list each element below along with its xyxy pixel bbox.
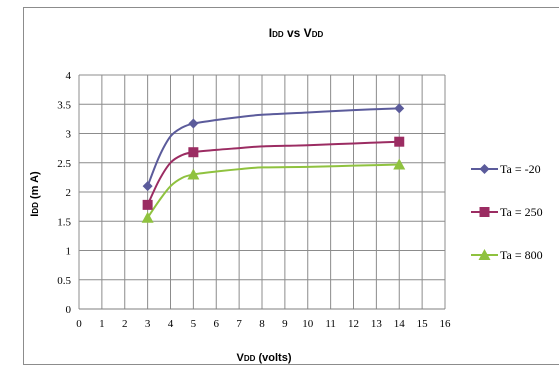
x-tick-label: 15 xyxy=(417,318,429,330)
x-tick-label: 7 xyxy=(236,318,242,330)
data-point-diamond xyxy=(142,181,153,192)
y-tick-label: 1.5 xyxy=(57,216,71,228)
chart-frame xyxy=(23,7,559,365)
data-point-square xyxy=(188,147,199,158)
x-tick-label: 16 xyxy=(440,318,452,330)
y-tick-label: 4 xyxy=(66,70,72,82)
x-tick-label: 12 xyxy=(348,318,359,330)
legend-label: Ta = -20 xyxy=(500,162,541,176)
x-tick-label: 1 xyxy=(99,318,105,330)
series-line-1 xyxy=(146,107,400,187)
series-lines xyxy=(146,107,400,219)
y-tick-label: 3 xyxy=(66,129,72,141)
legend-marker-diamond xyxy=(479,164,490,174)
x-axis-ticks: 0 1 2 3 4 5 6 7 8 9 10 11 12 13 14 15 16 xyxy=(76,318,451,330)
series-markers xyxy=(141,103,406,223)
x-tick-label: 10 xyxy=(302,318,314,330)
data-point-triangle xyxy=(187,168,200,180)
y-tick-label: 2 xyxy=(66,187,72,199)
x-tick-label: 13 xyxy=(371,318,383,330)
x-axis-title: VDD (volts) xyxy=(237,352,292,364)
legend-label: Ta = 800 xyxy=(500,248,543,262)
legend-marker-triangle xyxy=(478,249,491,260)
legend: Ta = -20 Ta = 250 Ta = 800 xyxy=(471,162,543,262)
series-line-3 xyxy=(146,163,400,219)
series-line-2 xyxy=(146,140,400,206)
data-point-square xyxy=(142,199,153,210)
y-axis-ticks: 0 0.5 1 1.5 2 2.5 3 3.5 4 xyxy=(57,70,71,316)
y-tick-label: 0 xyxy=(66,304,72,316)
x-tick-label: 0 xyxy=(76,318,82,330)
x-tick-label: 4 xyxy=(168,318,174,330)
x-tick-label: 5 xyxy=(191,318,197,330)
y-tick-label: 3.5 xyxy=(57,99,71,111)
grid-lines xyxy=(78,74,446,310)
legend-marker-square xyxy=(479,207,490,217)
y-axis-title: IDD (m A) xyxy=(29,171,41,217)
x-tick-label: 9 xyxy=(282,318,288,330)
x-tick-label: 8 xyxy=(259,318,265,330)
x-tick-label: 11 xyxy=(325,318,336,330)
data-point-diamond xyxy=(394,103,405,114)
legend-label: Ta = 250 xyxy=(500,205,543,219)
x-tick-label: 2 xyxy=(122,318,128,330)
y-tick-label: 1 xyxy=(66,246,72,258)
data-point-diamond xyxy=(188,118,199,129)
x-tick-label: 6 xyxy=(214,318,220,330)
data-point-square xyxy=(394,136,405,147)
y-tick-label: 0.5 xyxy=(57,275,71,287)
chart-title: IDD vs VDD xyxy=(269,26,324,40)
y-tick-label: 2.5 xyxy=(57,158,71,170)
x-tick-label: 3 xyxy=(145,318,151,330)
data-point-triangle xyxy=(141,211,154,223)
x-tick-label: 14 xyxy=(394,318,406,330)
data-point-triangle xyxy=(393,158,406,170)
